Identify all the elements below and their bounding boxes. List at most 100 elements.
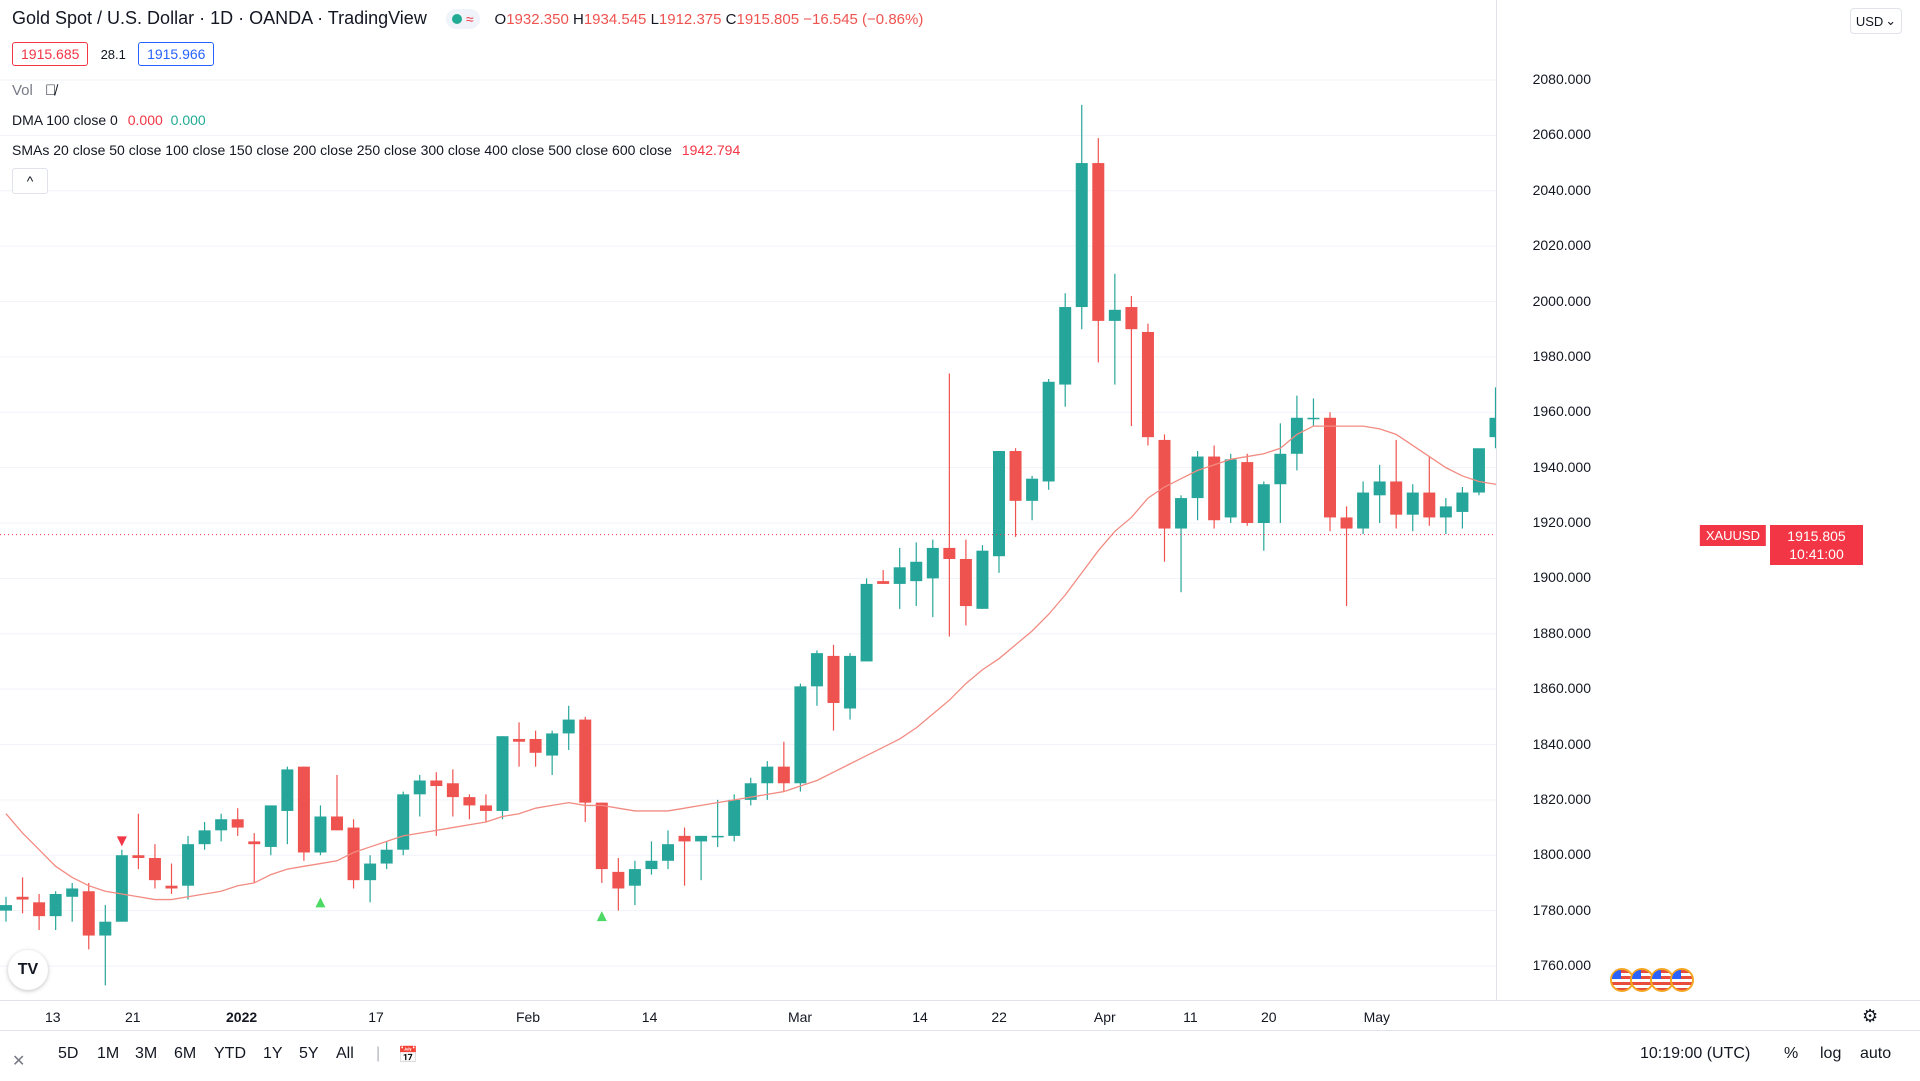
candle-body bbox=[1125, 307, 1138, 330]
candle-body bbox=[397, 794, 410, 850]
candle bbox=[1423, 456, 1436, 526]
symbol-price-tag: XAUUSD bbox=[1699, 524, 1766, 546]
candle-body bbox=[446, 783, 459, 798]
candle-body bbox=[165, 885, 178, 889]
candle-body bbox=[893, 567, 906, 584]
close-icon[interactable]: ✕ bbox=[12, 1053, 26, 1070]
candle-body bbox=[33, 902, 46, 917]
candle bbox=[1274, 423, 1287, 523]
candle bbox=[711, 799, 724, 847]
range-all-button[interactable]: All bbox=[336, 1045, 354, 1062]
candle bbox=[993, 451, 1005, 573]
candle bbox=[678, 827, 691, 886]
range-ytd-button[interactable]: YTD bbox=[214, 1045, 246, 1062]
candle bbox=[33, 894, 46, 931]
time-tick-label: Mar bbox=[787, 1009, 813, 1025]
candle-body bbox=[844, 655, 857, 709]
range-5y-button[interactable]: 5Y bbox=[299, 1045, 319, 1062]
gear-icon[interactable]: ⚙ bbox=[1862, 1006, 1879, 1026]
percent-toggle[interactable]: % bbox=[1784, 1045, 1799, 1062]
candle bbox=[16, 877, 29, 914]
collapse-legend-button[interactable]: ^ bbox=[12, 168, 48, 194]
utc-clock[interactable]: 10:19:00 (UTC) bbox=[1640, 1045, 1751, 1062]
range-3m-button[interactable]: 3M bbox=[135, 1045, 158, 1062]
chart-area[interactable] bbox=[0, 0, 1496, 1000]
candle-body bbox=[82, 891, 95, 936]
candle-body bbox=[744, 783, 757, 800]
price-axis[interactable]: 2080.000 2060.000 2040.000 2020.000 2000.000… bbox=[1496, 0, 1601, 1000]
tradingview-logo-icon[interactable]: TV bbox=[8, 950, 48, 990]
dma-indicator[interactable]: DMA 100 close 0 0.000 0.000 bbox=[12, 112, 206, 128]
candle bbox=[148, 844, 161, 889]
range-1m-button[interactable]: 1M bbox=[97, 1045, 120, 1062]
range-1y-button[interactable]: 1Y bbox=[263, 1045, 283, 1062]
calendar-goto-icon[interactable]: 📅 bbox=[398, 1047, 418, 1064]
candle bbox=[413, 774, 426, 817]
candle bbox=[1257, 481, 1270, 551]
candle bbox=[1357, 481, 1370, 535]
candle bbox=[1439, 498, 1452, 535]
candle bbox=[82, 882, 95, 950]
legend-header: Gold Spot / U.S. Dollar · 1D · OANDA · T… bbox=[12, 8, 923, 30]
candle bbox=[1472, 448, 1485, 496]
price-tick-label: 2080.000 bbox=[1532, 71, 1591, 87]
candle bbox=[513, 722, 526, 767]
log-toggle[interactable]: log bbox=[1820, 1045, 1842, 1062]
candle bbox=[662, 830, 674, 870]
candle bbox=[364, 855, 377, 903]
candle-body bbox=[662, 844, 674, 861]
price-tick-label: 1860.000 bbox=[1532, 680, 1591, 697]
range-6m-button[interactable]: 6M bbox=[174, 1045, 197, 1062]
candle bbox=[810, 650, 823, 706]
us-flag-icon[interactable] bbox=[1670, 968, 1694, 992]
candle-body bbox=[231, 819, 244, 828]
candle-body bbox=[695, 835, 708, 842]
time-tick-label: May bbox=[1363, 1009, 1391, 1025]
candle bbox=[1208, 445, 1221, 529]
candle bbox=[165, 863, 178, 895]
candle-body bbox=[513, 738, 526, 742]
candle-body bbox=[794, 686, 807, 784]
candle-body bbox=[562, 719, 575, 734]
range-5d-button[interactable]: 5D bbox=[58, 1045, 79, 1062]
candle-body bbox=[1390, 481, 1403, 515]
candle bbox=[1059, 293, 1072, 407]
candle bbox=[744, 777, 757, 806]
divider: | bbox=[376, 1045, 381, 1062]
price-chart[interactable] bbox=[0, 0, 1496, 1000]
candle bbox=[380, 841, 393, 870]
ask-button[interactable]: 1915.966 bbox=[138, 42, 215, 66]
candle bbox=[628, 860, 641, 906]
eye-hidden-icon[interactable]: 👁̸ bbox=[45, 82, 57, 99]
candle bbox=[1092, 138, 1105, 363]
candle bbox=[1241, 453, 1254, 526]
auto-toggle[interactable]: auto bbox=[1860, 1045, 1892, 1062]
bid-button[interactable]: 1915.685 bbox=[12, 42, 89, 66]
symbol-title[interactable]: Gold Spot / U.S. Dollar · 1D · OANDA · T… bbox=[12, 8, 427, 28]
candle-body bbox=[1357, 492, 1370, 529]
candle bbox=[844, 653, 857, 720]
candle-body bbox=[728, 799, 741, 836]
candle-body bbox=[1175, 498, 1188, 529]
candle-body bbox=[463, 797, 476, 806]
candle-body bbox=[976, 550, 989, 609]
sma-line bbox=[5, 425, 1496, 901]
volume-indicator[interactable]: Vol 👁̸ bbox=[12, 82, 56, 99]
market-status[interactable]: ≈ bbox=[445, 9, 480, 30]
bid-ask-row: 1915.685 28.1 1915.966 bbox=[12, 42, 215, 66]
candle bbox=[463, 794, 476, 820]
currency-selector[interactable]: USD ⌄ bbox=[1850, 8, 1902, 34]
candle-body bbox=[1141, 331, 1154, 438]
candle bbox=[529, 730, 542, 767]
economic-events[interactable] bbox=[1610, 968, 1694, 992]
smas-indicator[interactable]: SMAs 20 close 50 close 100 close 150 clo… bbox=[12, 142, 740, 158]
time-tick-label: 14 bbox=[641, 1009, 658, 1025]
candle-body bbox=[1158, 439, 1171, 529]
time-axis[interactable]: 13 21 2022 17 Feb 14 Mar 14 22 Apr 11 20 May bbox=[0, 1000, 1920, 1031]
time-tick-label: 14 bbox=[912, 1009, 928, 1025]
candle-body bbox=[1290, 417, 1303, 454]
candle bbox=[1390, 439, 1403, 529]
price-tick-label: 1880.000 bbox=[1532, 624, 1591, 641]
candle-body bbox=[182, 844, 195, 886]
candle-body bbox=[1373, 481, 1386, 496]
